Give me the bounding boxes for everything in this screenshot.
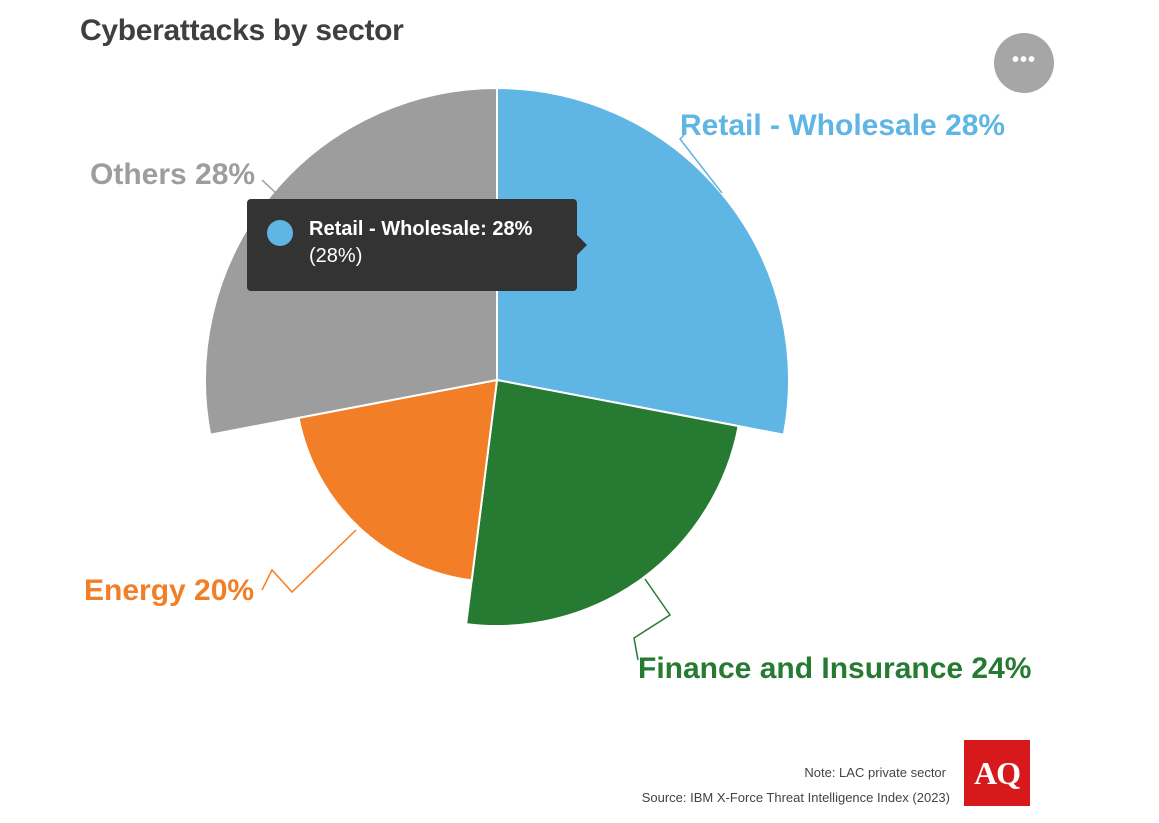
chart-note: Note: LAC private sector bbox=[804, 765, 946, 780]
slice-label: Retail - Wholesale 28% bbox=[680, 109, 1005, 142]
leader-line bbox=[261, 529, 357, 594]
pie-slice-finance-and-insurance[interactable] bbox=[465, 378, 740, 627]
leader-line bbox=[261, 179, 278, 195]
chart-tooltip: Retail - Wholesale: 28% (28%) bbox=[247, 199, 587, 291]
chart-menu-button[interactable]: ••• bbox=[994, 33, 1054, 93]
chart-title: Cyberattacks by sector bbox=[80, 14, 404, 47]
tooltip-sub-text: (28%) bbox=[309, 245, 363, 267]
aq-logo: AQ bbox=[964, 740, 1030, 806]
pie-slice-energy[interactable] bbox=[297, 378, 499, 582]
chart-source: Source: IBM X-Force Threat Intelligence … bbox=[641, 790, 950, 805]
leader-line bbox=[679, 134, 723, 194]
slice-label: Finance and Insurance 24% bbox=[638, 652, 1031, 685]
tooltip-color-swatch bbox=[267, 220, 293, 246]
tooltip-main-text: Retail - Wholesale: 28% bbox=[309, 218, 533, 240]
slice-label: Energy 20% bbox=[84, 574, 254, 607]
pie-slice-retail-wholesale[interactable] bbox=[496, 86, 791, 436]
slice-label: Others 28% bbox=[90, 158, 255, 191]
more-horizontal-icon: ••• bbox=[1011, 49, 1036, 71]
leader-line bbox=[633, 578, 672, 661]
